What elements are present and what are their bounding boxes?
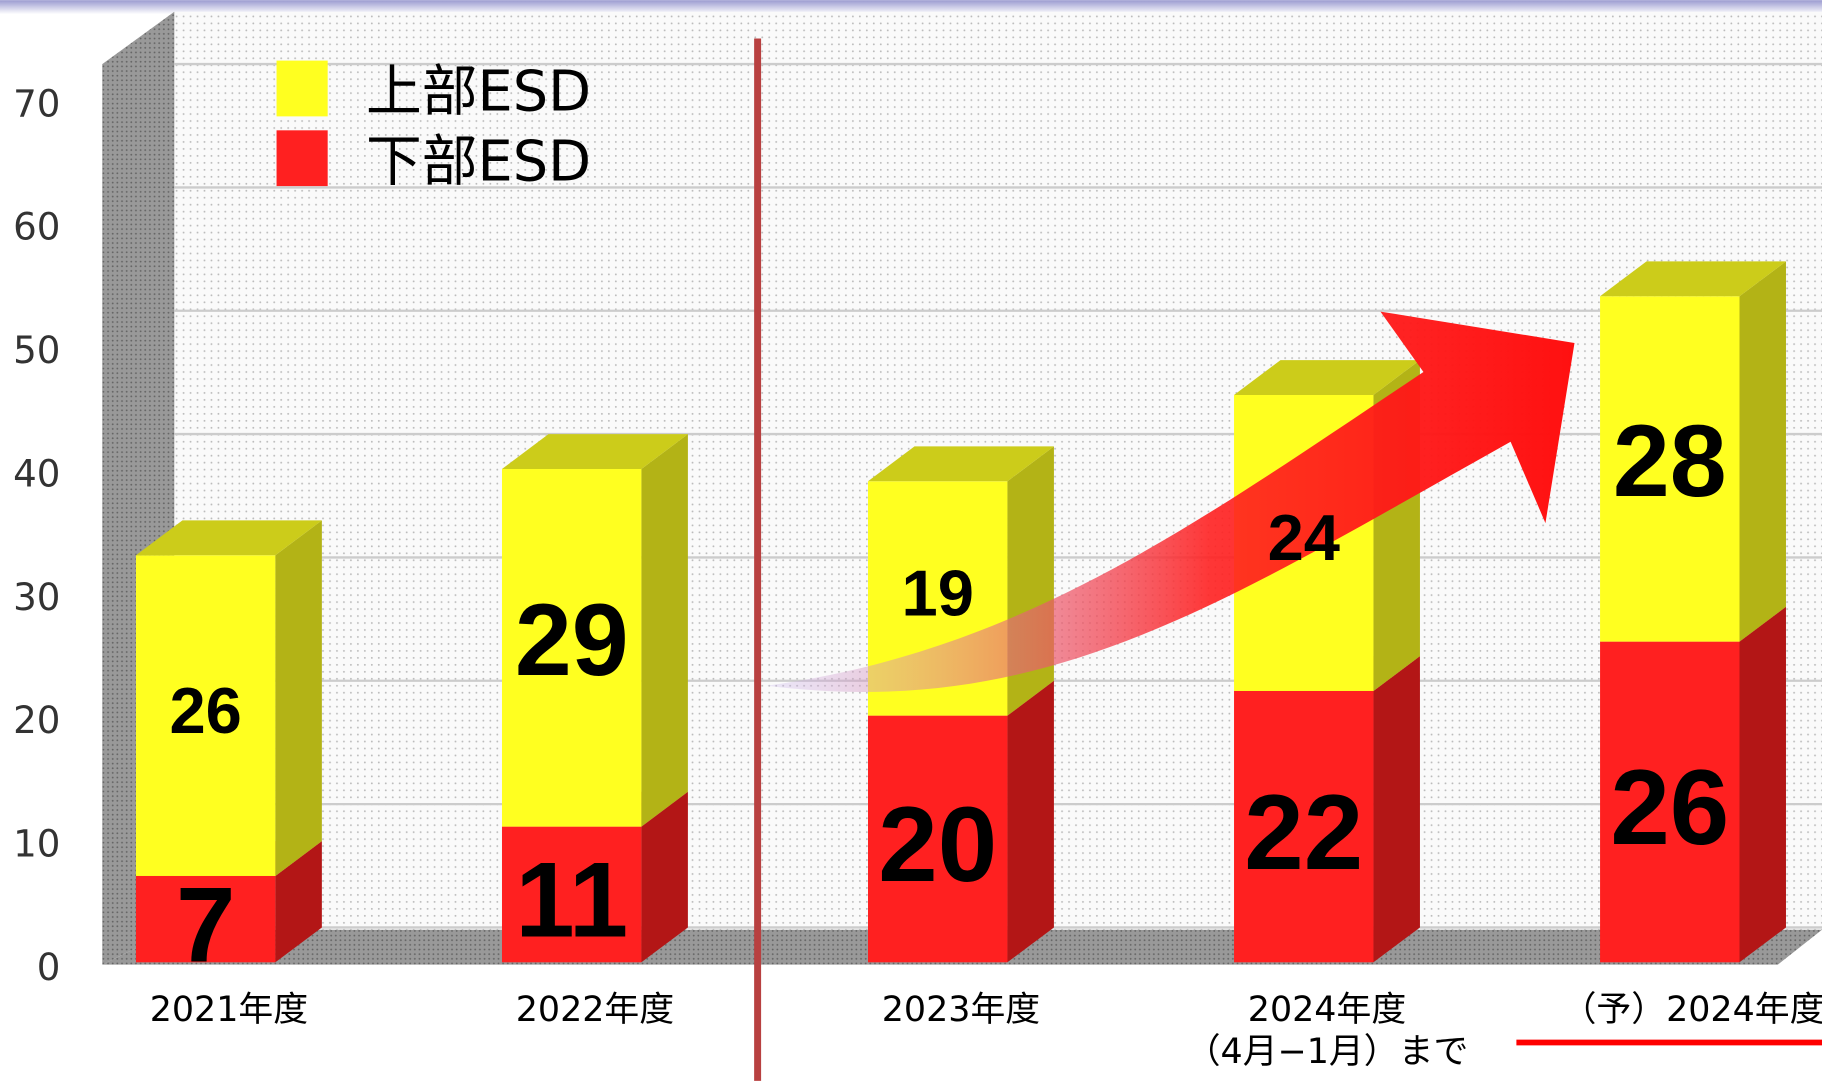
bar <box>135 555 276 876</box>
value-label: 26 <box>1610 747 1729 867</box>
bar-top <box>1234 360 1420 395</box>
bar-side <box>1373 656 1420 963</box>
value-label: 22 <box>1244 772 1363 892</box>
bar-side <box>275 841 322 963</box>
bar <box>1600 641 1740 963</box>
y-tick-label: 70 <box>13 81 60 125</box>
value-label: 20 <box>878 784 997 904</box>
x-tick-label: 2024年度（4月−1月）まで <box>1186 990 1469 1072</box>
bar-top <box>1600 261 1786 297</box>
bar-side <box>1007 446 1054 716</box>
bar-side <box>275 520 322 876</box>
bar-side <box>1739 606 1786 963</box>
x-tick-label: 2021年度 <box>150 990 308 1030</box>
bar-top <box>135 520 322 556</box>
y-tick-label: 0 <box>37 945 61 989</box>
x-tick-label: （予）2024年度 <box>1562 990 1822 1030</box>
bar-top <box>868 446 1054 482</box>
bar <box>1234 690 1374 963</box>
value-label: 11 <box>515 840 628 960</box>
value-label: 29 <box>515 582 629 697</box>
x-tick-label: 2022年度 <box>516 990 674 1030</box>
legend-swatch <box>276 60 328 117</box>
value-label: 19 <box>902 557 974 630</box>
y-tick-label: 30 <box>13 575 60 619</box>
bar <box>501 468 642 827</box>
legend-swatch <box>276 130 328 187</box>
y-tick-label: 60 <box>13 205 60 249</box>
value-label: 26 <box>169 674 241 747</box>
bar-side <box>641 434 688 827</box>
bar-side <box>1007 680 1054 963</box>
x-tick-label: 2023年度 <box>882 990 1040 1030</box>
bar <box>135 875 276 963</box>
bar <box>501 826 642 963</box>
bar-side <box>641 791 688 963</box>
y-tick-label: 50 <box>13 328 60 372</box>
y-tick-label: 20 <box>13 698 60 742</box>
legend-label: 上部ESD <box>366 60 591 125</box>
bar <box>1600 296 1740 642</box>
bar <box>868 715 1008 963</box>
bar-top <box>501 434 688 469</box>
bar-side <box>1739 261 1786 642</box>
legend-label: 下部ESD <box>366 129 591 194</box>
value-label: 24 <box>1268 501 1340 574</box>
trend-arrow <box>766 311 1575 692</box>
value-label: 7 <box>176 864 235 984</box>
y-tick-label: 40 <box>13 451 60 495</box>
value-label: 28 <box>1613 403 1727 518</box>
y-tick-label: 10 <box>13 821 60 865</box>
